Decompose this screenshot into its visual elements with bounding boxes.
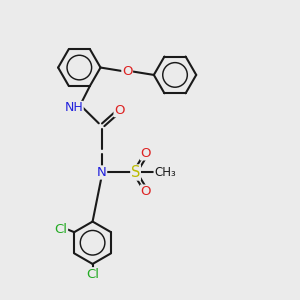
Text: O: O [141, 147, 151, 160]
Text: Cl: Cl [86, 268, 99, 281]
Text: S: S [131, 165, 140, 180]
Text: Cl: Cl [55, 223, 68, 236]
Text: O: O [114, 103, 124, 117]
Text: N: N [97, 166, 106, 179]
Text: NH: NH [64, 101, 83, 115]
Text: O: O [122, 65, 132, 78]
Text: O: O [141, 185, 151, 198]
Text: CH₃: CH₃ [154, 166, 176, 179]
